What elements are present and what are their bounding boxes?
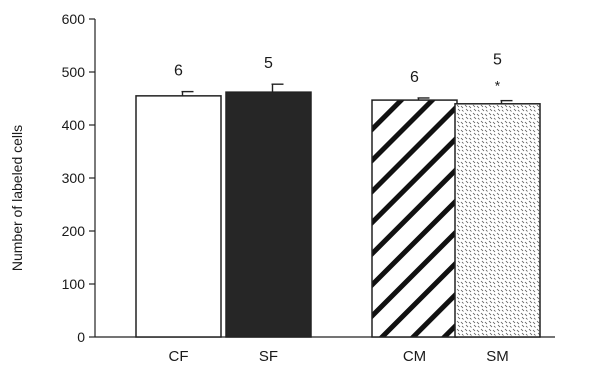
n-label-cf: 6 xyxy=(174,63,183,80)
x-label-cf: CF xyxy=(169,348,189,365)
x-label-cm: CM xyxy=(403,348,426,365)
y-tick-label: 0 xyxy=(77,329,85,345)
y-tick-label: 100 xyxy=(62,276,86,292)
y-axis-title: Number of labeled cells xyxy=(9,125,25,271)
y-tick-label: 200 xyxy=(62,223,86,239)
significance-labels: * xyxy=(495,78,501,94)
bars xyxy=(135,91,541,338)
x-label-sm: SM xyxy=(486,348,509,365)
y-tick-label: 400 xyxy=(62,117,86,133)
y-ticks: 0 100 200 300 400 500 600 xyxy=(62,11,95,345)
bar-sm xyxy=(454,103,541,338)
y-tick-label: 500 xyxy=(62,64,86,80)
y-tick-label: 600 xyxy=(62,11,86,27)
sample-size-labels: 6 5 6 5 xyxy=(174,52,502,86)
n-label-sf: 5 xyxy=(264,55,273,72)
bar-cm xyxy=(371,99,458,338)
bar-sf xyxy=(225,91,312,338)
x-category-labels: CF SF CM SM xyxy=(169,348,509,365)
significance-marker-sm: * xyxy=(495,78,501,94)
error-bars xyxy=(181,83,513,104)
n-label-sm: 5 xyxy=(493,52,502,69)
x-label-sf: SF xyxy=(259,348,278,365)
n-label-cm: 6 xyxy=(410,69,419,86)
y-tick-label: 300 xyxy=(62,170,86,186)
bar-cf xyxy=(135,95,222,338)
